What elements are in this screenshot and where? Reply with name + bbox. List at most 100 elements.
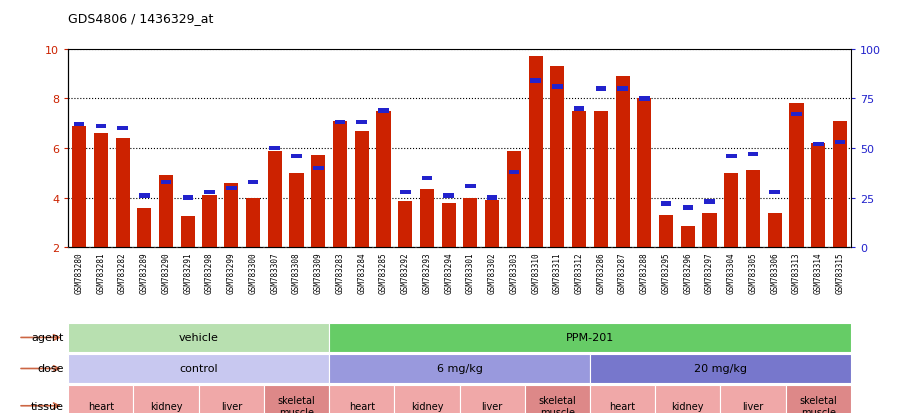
Text: GSM783302: GSM783302 [488,252,497,293]
Bar [572,112,586,248]
Text: GSM783298: GSM783298 [205,252,214,293]
Text: liver: liver [220,401,242,411]
Bar [637,99,652,248]
Bar [204,190,215,195]
Text: tissue: tissue [31,401,64,411]
Text: GSM783281: GSM783281 [96,252,106,293]
Bar [289,173,304,248]
Text: GSM783310: GSM783310 [531,252,541,293]
Text: GSM783300: GSM783300 [248,252,258,293]
Bar [617,87,628,91]
Bar [224,183,238,248]
Text: skeletal
muscle: skeletal muscle [539,395,576,413]
Bar [594,112,608,248]
Bar [655,385,721,413]
Text: heart: heart [349,401,375,411]
Bar [529,57,542,248]
Text: skeletal
muscle: skeletal muscle [278,395,316,413]
Bar [394,385,460,413]
Bar [703,213,716,248]
Bar [183,196,193,200]
Bar [181,217,195,248]
Text: kidney: kidney [672,401,704,411]
Bar [68,354,329,383]
Bar [790,104,804,248]
Bar [159,176,173,248]
Bar [770,190,780,195]
Bar [248,180,258,185]
Text: GSM783306: GSM783306 [770,252,779,293]
Bar [134,385,198,413]
Text: GSM783313: GSM783313 [792,252,801,293]
Text: GSM783296: GSM783296 [683,252,693,293]
Bar [379,109,389,113]
Bar [746,171,760,248]
Bar [329,354,590,383]
Bar [357,121,367,125]
Bar [574,107,584,111]
Bar [531,79,541,83]
Text: GSM783314: GSM783314 [814,252,823,293]
Text: GSM783304: GSM783304 [727,252,736,293]
Bar [615,77,630,248]
Bar [551,67,564,248]
Text: GSM783283: GSM783283 [336,252,345,293]
Bar [463,198,478,248]
Bar [791,113,802,117]
Bar [137,208,151,248]
Text: GSM783284: GSM783284 [358,252,366,293]
Bar [682,206,693,210]
Text: liver: liver [481,401,503,411]
Text: control: control [179,363,218,374]
Text: GSM783288: GSM783288 [640,252,649,293]
Text: GSM783299: GSM783299 [227,252,236,293]
Bar [94,134,108,248]
Bar [785,385,851,413]
Text: PPM-201: PPM-201 [566,332,614,343]
Text: GSM783291: GSM783291 [183,252,192,293]
Bar [834,140,845,145]
Text: GSM783293: GSM783293 [422,252,431,293]
Bar [399,190,410,195]
Bar [96,125,106,129]
Text: GSM783292: GSM783292 [400,252,410,293]
Text: GSM783287: GSM783287 [618,252,627,293]
Bar [507,151,521,248]
Text: GDS4806 / 1436329_at: GDS4806 / 1436329_at [68,12,214,25]
Bar [203,196,217,248]
Bar [329,385,394,413]
Text: GSM783308: GSM783308 [292,252,301,293]
Bar [161,180,171,185]
Text: GSM783297: GSM783297 [705,252,714,293]
Text: vehicle: vehicle [178,332,218,343]
Bar [291,154,302,159]
Text: heart: heart [610,401,636,411]
Bar [443,194,454,199]
Bar [399,202,412,248]
Bar [659,216,673,248]
Bar [246,198,260,248]
Bar [485,201,500,248]
Bar [726,154,736,159]
Bar [748,152,758,157]
Text: GSM783309: GSM783309 [314,252,323,293]
Bar [116,139,129,248]
Bar [198,385,264,413]
Text: GSM783311: GSM783311 [553,252,561,293]
Bar [487,196,498,200]
Bar [226,186,237,190]
Text: dose: dose [37,363,64,374]
Bar [441,203,456,248]
Bar [74,123,85,127]
Bar [768,213,782,248]
Text: GSM783303: GSM783303 [510,252,519,293]
Bar [460,385,525,413]
Bar [465,184,476,189]
Bar [811,144,825,248]
Text: GSM783307: GSM783307 [270,252,279,293]
Bar [833,121,847,248]
Bar [68,323,329,352]
Bar [335,121,345,125]
Bar [72,126,86,248]
Bar [813,142,824,147]
